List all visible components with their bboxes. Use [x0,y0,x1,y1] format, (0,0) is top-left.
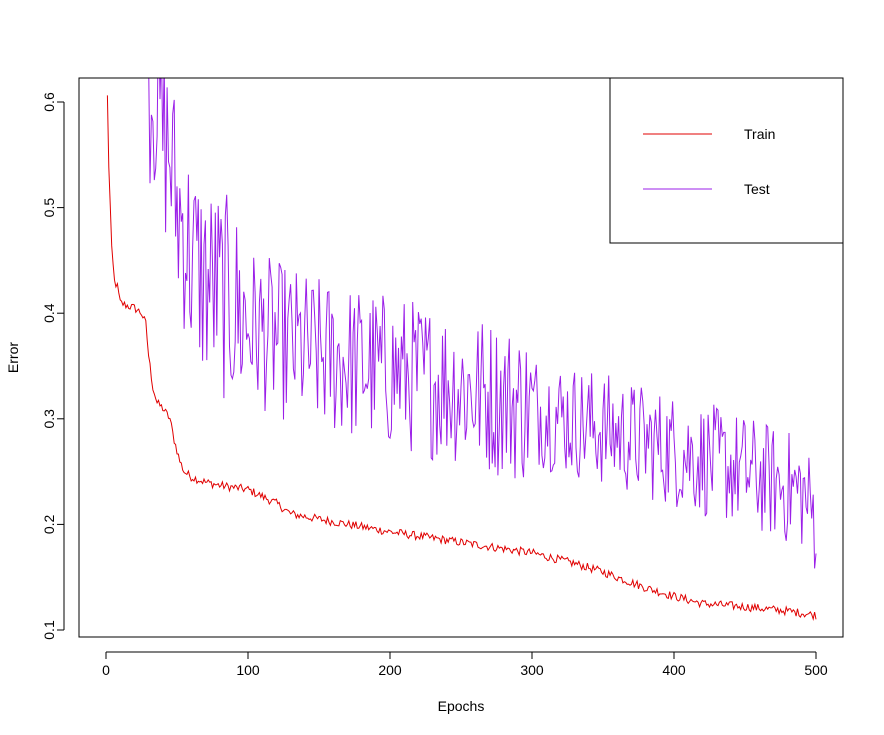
x-tick-label: 500 [804,662,828,678]
series-line-train [106,95,817,621]
plot-frame [78,77,844,638]
x-tick-label: 400 [662,662,686,678]
y-axis-label: Error [5,342,21,373]
y-tick-label: 0.3 [41,409,57,429]
x-tick-label: 0 [102,662,110,678]
x-tick-label: 300 [520,662,544,678]
legend-label-test: Test [744,181,770,197]
x-tick-label: 200 [378,662,402,678]
legend: Train Test [609,77,844,244]
y-tick-label: 0.6 [41,92,57,112]
x-tick-label: 100 [236,662,260,678]
legend-box [609,77,844,244]
x-axis-label: Epochs [438,698,485,714]
y-tick-label: 0.4 [41,303,57,323]
legend-label-train: Train [744,126,775,142]
series-line-test [148,78,817,569]
y-tick-label: 0.2 [41,514,57,534]
y-tick-label: 0.1 [41,620,57,640]
y-tick-label: 0.5 [41,198,57,218]
